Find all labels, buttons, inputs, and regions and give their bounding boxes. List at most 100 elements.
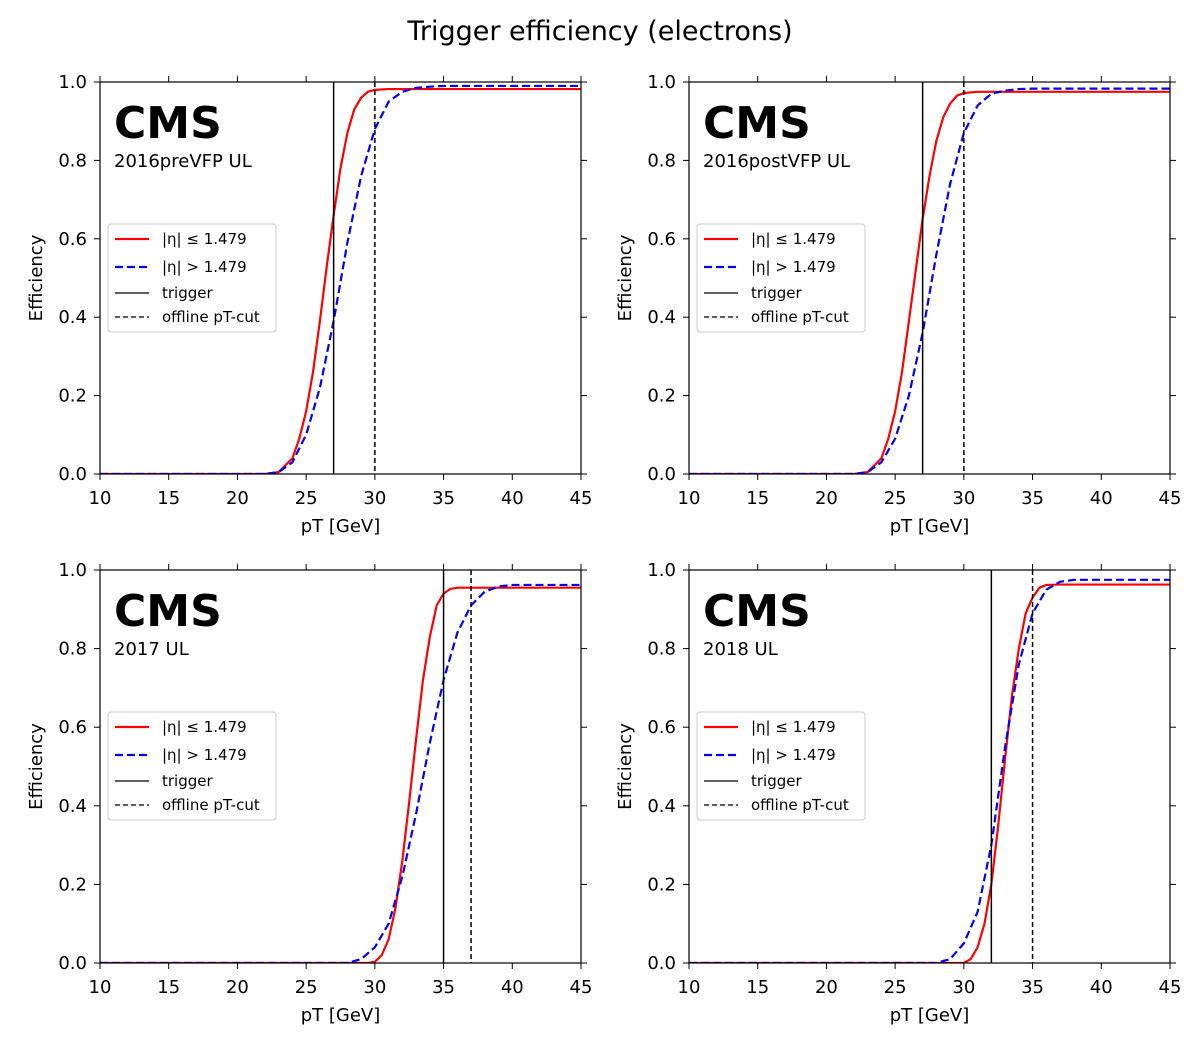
- era-label: 2017 UL: [114, 639, 189, 660]
- x-tick-label: 45: [1159, 977, 1182, 998]
- legend-label: offline pT-cut: [162, 308, 260, 326]
- x-tick-label: 35: [1021, 488, 1044, 509]
- x-tick-label: 45: [1159, 488, 1182, 509]
- x-axis-label: pT [GeV]: [890, 1005, 970, 1026]
- x-tick-label: 25: [884, 977, 907, 998]
- legend-label: |η| > 1.479: [751, 258, 836, 276]
- y-tick-label: 1.0: [647, 72, 676, 93]
- legend-label: trigger: [751, 772, 802, 790]
- x-tick-label: 15: [746, 977, 769, 998]
- y-tick-label: 0.0: [58, 953, 87, 974]
- legend-label: offline pT-cut: [751, 308, 849, 326]
- x-tick-label: 15: [157, 488, 180, 509]
- series-line-barrel: [689, 583, 1170, 963]
- x-tick-label: 35: [432, 977, 455, 998]
- legend-box: [107, 223, 277, 333]
- legend-label: |η| ≤ 1.479: [751, 718, 836, 736]
- x-tick-label: 20: [226, 977, 249, 998]
- y-axis-label: Efficiency: [615, 234, 636, 321]
- x-tick-label: 40: [501, 488, 524, 509]
- era-label: 2018 UL: [703, 639, 778, 660]
- legend-label: |η| ≤ 1.479: [162, 718, 247, 736]
- y-tick-label: 0.4: [58, 796, 87, 817]
- chart-panel-1: 10 15 20 25 30 35 40 45 0.0 0.2 0.4 0.6 0.8 1.0 pT [Ge…: [26, 72, 592, 537]
- x-tick-label: 30: [952, 977, 975, 998]
- y-tick-label: 0.6: [58, 229, 87, 250]
- x-tick-label: 25: [295, 977, 318, 998]
- series-line-endcap: [689, 578, 1170, 963]
- x-tick-label: 10: [678, 488, 701, 509]
- y-tick-label: 0.8: [647, 639, 676, 660]
- x-tick-label: 35: [1021, 977, 1044, 998]
- legend-label: trigger: [162, 772, 213, 790]
- x-axis-label: pT [GeV]: [301, 1005, 381, 1026]
- legend-label: trigger: [162, 284, 213, 302]
- era-label: 2016postVFP UL: [703, 151, 850, 172]
- y-tick-label: 0.4: [58, 307, 87, 328]
- x-tick-label: 40: [501, 977, 524, 998]
- legend-box: [696, 223, 866, 333]
- y-axis-label: Efficiency: [615, 723, 636, 810]
- y-axis-label: Efficiency: [26, 723, 47, 810]
- x-tick-label: 20: [815, 977, 838, 998]
- legend-label: |η| ≤ 1.479: [162, 230, 247, 248]
- y-tick-label: 0.8: [647, 150, 676, 171]
- x-tick-label: 30: [952, 488, 975, 509]
- x-tick-label: 40: [1090, 977, 1113, 998]
- series-line-endcap: [100, 583, 581, 963]
- legend-label: |η| > 1.479: [162, 746, 247, 764]
- x-tick-label: 30: [363, 977, 386, 998]
- y-tick-label: 0.8: [58, 639, 87, 660]
- y-tick-label: 0.2: [58, 386, 87, 407]
- x-axis-label: pT [GeV]: [890, 516, 970, 537]
- y-axis-label: Efficiency: [26, 234, 47, 321]
- x-tick-label: 40: [1090, 488, 1113, 509]
- y-tick-label: 0.6: [647, 229, 676, 250]
- figure-title: Trigger efficiency (electrons): [407, 16, 793, 47]
- x-tick-label: 45: [570, 488, 593, 509]
- experiment-label: CMS: [114, 98, 222, 149]
- x-tick-label: 20: [226, 488, 249, 509]
- x-tick-label: 35: [432, 488, 455, 509]
- chart-panel-3: 10 15 20 25 30 35 40 45 0.0 0.2 0.4 0.6 0.8 1.0 pT [Ge…: [26, 560, 592, 1026]
- series-line-barrel: [100, 586, 581, 963]
- y-tick-label: 1.0: [58, 72, 87, 93]
- legend-box: [107, 711, 277, 821]
- axes-frame: [99, 569, 582, 964]
- series-line-barrel: [100, 87, 581, 474]
- y-tick-label: 1.0: [58, 560, 87, 581]
- y-tick-label: 1.0: [647, 560, 676, 581]
- experiment-label: CMS: [703, 98, 811, 149]
- legend-label: |η| > 1.479: [751, 746, 836, 764]
- legend-box: [696, 711, 866, 821]
- x-tick-label: 25: [295, 488, 318, 509]
- chart-panel-2: 10 15 20 25 30 35 40 45 0.0 0.2 0.4 0.6 0.8 1.0 pT [Ge…: [615, 72, 1181, 537]
- axes-frame: [688, 569, 1171, 964]
- x-tick-label: 25: [884, 488, 907, 509]
- x-tick-label: 20: [815, 488, 838, 509]
- chart-panel-4: 10 15 20 25 30 35 40 45 0.0 0.2 0.4 0.6 0.8 1.0 pT [Ge…: [615, 560, 1181, 1026]
- x-tick-label: 45: [570, 977, 593, 998]
- y-tick-label: 0.4: [647, 307, 676, 328]
- y-tick-label: 0.8: [58, 150, 87, 171]
- y-tick-label: 0.0: [647, 464, 676, 485]
- legend: |η| ≤ 1.479 |η| > 1.479 trigger offline pT-…: [107, 711, 277, 821]
- y-tick-label: 0.6: [58, 717, 87, 738]
- y-tick-label: 0.2: [647, 874, 676, 895]
- x-tick-label: 15: [157, 977, 180, 998]
- x-tick-label: 10: [89, 977, 112, 998]
- legend: |η| ≤ 1.479 |η| > 1.479 trigger offline pT-…: [696, 711, 866, 821]
- era-label: 2016preVFP UL: [114, 151, 252, 172]
- x-tick-label: 10: [678, 977, 701, 998]
- y-tick-label: 0.0: [58, 464, 87, 485]
- x-tick-label: 30: [363, 488, 386, 509]
- series-line-endcap: [689, 87, 1170, 474]
- y-tick-label: 0.4: [647, 796, 676, 817]
- legend-label: offline pT-cut: [162, 796, 260, 814]
- experiment-label: CMS: [703, 586, 811, 637]
- experiment-label: CMS: [114, 586, 222, 637]
- axes-frame: [688, 81, 1171, 475]
- series-line-barrel: [689, 90, 1170, 474]
- x-tick-label: 10: [89, 488, 112, 509]
